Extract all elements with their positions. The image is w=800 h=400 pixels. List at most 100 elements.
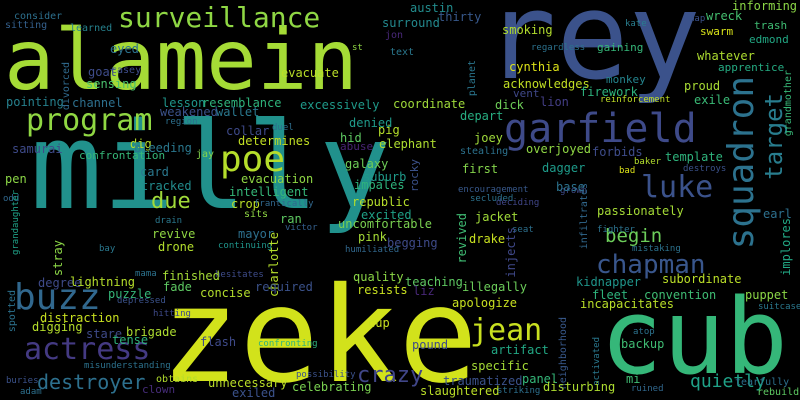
word-cloud-word: smoking	[502, 23, 553, 37]
word-cloud-word: region	[165, 117, 198, 127]
word-cloud-word: buries	[6, 376, 39, 386]
word-cloud-word: resemblance	[202, 96, 282, 110]
word-cloud-word: hid	[340, 131, 362, 145]
word-cloud-word: pound	[412, 338, 449, 352]
word-cloud-word: striking	[497, 386, 541, 396]
word-cloud-word: subordinate	[662, 272, 742, 286]
word-cloud-word: luke	[641, 170, 714, 205]
word-cloud-word: weakened	[160, 105, 218, 119]
word-cloud-word: sits	[244, 209, 269, 220]
word-cloud-word: activated	[592, 337, 602, 386]
word-cloud-word: surveillance	[118, 1, 321, 34]
word-cloud-word: intelligent	[229, 185, 309, 199]
word-cloud-word: actress	[24, 332, 151, 367]
word-cloud-word: infiltrates	[579, 183, 590, 250]
word-cloud-word: bay	[99, 244, 116, 254]
word-cloud-word: abuse	[340, 140, 374, 153]
word-cloud-word: acknowledges	[503, 77, 590, 91]
word-cloud-word: mama	[135, 269, 157, 279]
word-cloud-word: earl	[763, 207, 792, 221]
word-cloud-word: card	[140, 165, 169, 179]
word-cloud-word: surround	[382, 16, 440, 30]
word-cloud-word: begging	[387, 236, 438, 250]
word-cloud-word: puppet	[745, 288, 789, 302]
word-cloud-word: fade	[163, 280, 192, 294]
word-cloud-word: planet	[467, 60, 478, 97]
word-cloud-word: coordinate	[393, 97, 466, 111]
word-cloud-word: fleet	[592, 288, 629, 302]
word-cloud-word: hesitates	[215, 270, 264, 280]
word-cloud-word: evacuation	[241, 172, 314, 186]
word-cloud-word: kate	[625, 19, 647, 29]
word-cloud-word: jay	[196, 149, 215, 160]
word-cloud-word: passionately	[597, 204, 684, 218]
word-cloud-word: reinforcement	[600, 95, 671, 105]
word-cloud-word: jean	[470, 313, 543, 348]
word-cloud-word: apologize	[452, 296, 518, 310]
word-cloud-word: austin	[410, 1, 454, 15]
word-cloud-word: crazy	[357, 363, 424, 388]
word-cloud-word: misunderstanding	[84, 361, 171, 371]
word-cloud-word: distraction	[40, 311, 120, 325]
word-cloud-word: begin	[605, 225, 663, 247]
word-cloud-word: map	[689, 14, 706, 24]
word-cloud-word: due	[151, 189, 191, 214]
word-cloud-word: resists	[357, 283, 408, 297]
word-cloud-word: joey	[474, 131, 503, 145]
word-cloud-word: frantically	[254, 199, 314, 209]
word-cloud-word: wallet	[216, 105, 260, 119]
word-cloud-word: quietly	[690, 371, 766, 392]
word-cloud-word: stray	[51, 240, 65, 277]
word-cloud-word: drake	[469, 232, 506, 246]
word-cloud-word: base	[556, 180, 585, 194]
word-cloud-word: pointing	[6, 95, 64, 109]
word-cloud-word: celebrating	[292, 380, 372, 394]
word-cloud-word: cynthia	[509, 60, 560, 74]
word-cloud-word: divorced	[61, 62, 72, 111]
word-cloud-word: collar	[226, 124, 270, 138]
word-cloud-word: apprentice	[718, 61, 785, 74]
word-cloud-word: grown	[560, 186, 588, 196]
word-cloud-word: degree	[38, 276, 82, 290]
word-cloud-word: learned	[70, 23, 113, 34]
word-cloud-word: first	[462, 162, 499, 176]
word-cloud-word: hitting	[153, 309, 191, 319]
word-cloud-word: alamein	[4, 11, 359, 109]
word-cloud-word: dig	[130, 137, 152, 151]
word-cloud-word: ruined	[631, 384, 664, 394]
word-cloud-word: deciding	[496, 198, 540, 208]
word-cloud-word: cub	[600, 276, 788, 398]
word-cloud-word: consider	[14, 11, 63, 22]
word-cloud-word: samurai	[12, 142, 63, 156]
word-cloud-word: quality	[353, 270, 404, 284]
word-cloud-word: traumatized	[443, 374, 523, 388]
word-cloud-word: destroyer	[37, 370, 146, 394]
word-cloud-word: sitting	[5, 20, 48, 31]
word-cloud-word: poe	[220, 139, 286, 180]
word-cloud-word: adam	[20, 387, 42, 397]
word-cloud-word: ran	[280, 212, 302, 226]
word-cloud-word: garfield	[504, 106, 697, 152]
word-cloud-word: suitcase	[758, 302, 800, 312]
word-cloud-word: determines	[238, 134, 311, 148]
word-cloud-word: republic	[352, 195, 410, 209]
word-cloud-word: regardless	[531, 43, 586, 53]
word-cloud-word: continuing	[218, 241, 273, 251]
word-cloud-word: firework	[580, 85, 638, 99]
word-cloud-word: lion	[540, 95, 569, 109]
word-cloud-word: excessively	[300, 98, 380, 112]
word-cloud-word: revived	[455, 213, 469, 264]
word-cloud-word: stare	[86, 327, 123, 341]
word-cloud-word: clown	[142, 383, 176, 396]
word-cloud-word: victor	[285, 223, 318, 233]
word-cloud-word: specific	[471, 359, 529, 373]
word-cloud-word: rocky	[408, 159, 421, 193]
word-cloud-word: dick	[495, 98, 524, 112]
word-cloud-word: encouragement	[458, 185, 529, 195]
word-cloud-word: liz	[413, 284, 435, 298]
word-cloud-word: casey	[111, 65, 142, 76]
word-cloud-word: tearfully	[735, 377, 790, 388]
word-cloud-word: template	[665, 150, 723, 164]
word-cloud-word: spotted	[7, 290, 18, 333]
